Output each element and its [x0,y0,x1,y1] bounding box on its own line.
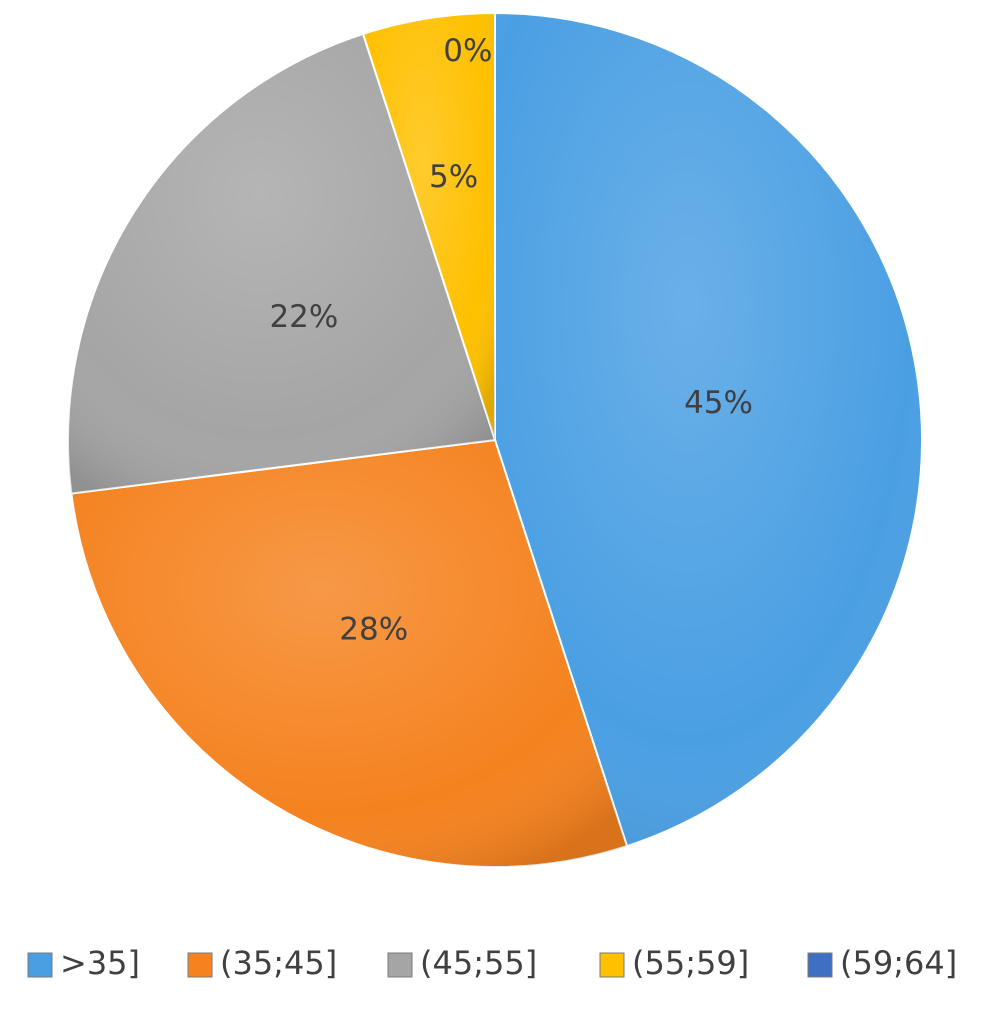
legend-label-59-64: (59;64] [840,944,957,982]
data-label-55-59: 5% [429,159,478,195]
legend-label-35-45: (35;45] [220,944,337,982]
data-label-35: 45% [684,385,753,421]
pie-slice-shading-35-45 [71,440,627,867]
legend-item-59-64: (59;64] [807,944,957,982]
legend: >35] (35;45] (45;55] (55;59] (59;64] [27,944,957,982]
legend-swatch-35 [27,952,53,978]
pie-slice-shading-45-55 [67,33,495,494]
pie-slice-shading-55-59 [363,13,495,440]
legend-label-35: >35] [60,944,140,982]
pie-slice-shading-35 [495,13,922,847]
legend-swatch-35-45 [187,952,213,978]
data-label-45-55: 22% [269,299,338,335]
legend-item-45-55: (45;55] [387,944,537,982]
legend-item-35: >35] [27,944,140,982]
legend-swatch-59-64 [807,952,833,978]
legend-item-55-59: (55;59] [599,944,749,982]
data-label-59-64: 0% [443,33,492,69]
data-label-35-45: 28% [339,612,408,648]
data-labels: 45% 28% 22% 5% 0% [269,33,753,648]
pie-slices [67,11,923,868]
legend-label-45-55: (45;55] [420,944,537,982]
legend-swatch-55-59 [599,952,625,978]
legend-swatch-45-55 [387,952,413,978]
legend-item-35-45: (35;45] [187,944,337,982]
legend-label-55-59: (55;59] [632,944,749,982]
